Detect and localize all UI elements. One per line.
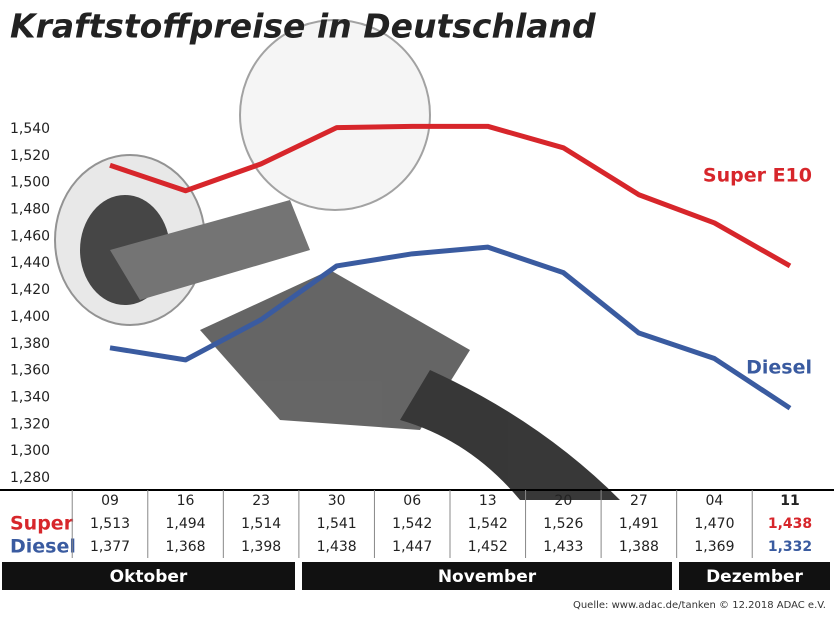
y-tick-label: 1,540 <box>10 121 50 137</box>
x-tick-label: 16 <box>177 493 195 509</box>
table-value: 1,494 <box>166 516 206 532</box>
month-bar <box>2 562 295 590</box>
table-value: 1,332 <box>768 539 812 555</box>
series-label: Super E10 <box>703 164 812 186</box>
x-tick-label: 11 <box>780 493 799 509</box>
y-tick-label: 1,280 <box>10 470 50 486</box>
table-value: 1,526 <box>543 516 583 532</box>
table-value: 1,369 <box>694 539 734 555</box>
x-tick-label: 23 <box>252 493 270 509</box>
table-value: 1,438 <box>317 539 357 555</box>
table-value: 1,377 <box>90 539 130 555</box>
x-tick-label: 27 <box>630 493 648 509</box>
y-tick-label: 1,460 <box>10 228 50 244</box>
y-tick-label: 1,440 <box>10 255 50 271</box>
table-value: 1,368 <box>166 539 206 555</box>
table-value: 1,452 <box>468 539 508 555</box>
x-tick-label: 20 <box>554 493 572 509</box>
row-label: Diesel <box>10 536 76 558</box>
row-label: Super <box>10 513 74 535</box>
y-tick-label: 1,520 <box>10 148 50 164</box>
illustration <box>54 19 620 500</box>
x-tick-label: 09 <box>101 493 119 509</box>
table-value: 1,491 <box>619 516 659 532</box>
x-tick-label: 04 <box>706 493 724 509</box>
y-tick-label: 1,380 <box>10 336 50 352</box>
month-label: Dezember <box>706 567 803 587</box>
table-value: 1,470 <box>694 516 734 532</box>
x-tick-label: 30 <box>328 493 346 509</box>
series-label: Diesel <box>746 357 812 379</box>
chart-title: Kraftstoffpreise in Deutschland <box>10 7 596 46</box>
month-label: November <box>438 567 537 587</box>
x-tick-label: 13 <box>479 493 497 509</box>
month-bar <box>302 562 672 590</box>
y-tick-label: 1,340 <box>10 389 50 405</box>
table-value: 1,447 <box>392 539 432 555</box>
table-value: 1,433 <box>543 539 583 555</box>
table-value: 1,438 <box>768 516 812 532</box>
table-value: 1,388 <box>619 539 659 555</box>
month-bar <box>679 562 830 590</box>
y-tick-label: 1,400 <box>10 309 50 325</box>
table-value: 1,514 <box>241 516 281 532</box>
table-value: 1,541 <box>317 516 357 532</box>
y-tick-label: 1,420 <box>10 282 50 298</box>
series-line <box>109 123 792 269</box>
x-tick-label: 06 <box>403 493 421 509</box>
month-label: Oktober <box>110 567 188 587</box>
table-value: 1,542 <box>392 516 432 532</box>
y-tick-label: 1,320 <box>10 416 50 432</box>
y-tick-label: 1,480 <box>10 202 50 218</box>
y-tick-label: 1,500 <box>10 175 50 191</box>
table-value: 1,513 <box>90 516 130 532</box>
series-line <box>109 244 792 411</box>
y-tick-label: 1,360 <box>10 363 50 379</box>
source: Quelle: www.adac.de/tanken © 12.2018 ADA… <box>573 600 826 611</box>
y-tick-label: 1,300 <box>10 443 50 459</box>
table-value: 1,398 <box>241 539 281 555</box>
table-value: 1,542 <box>468 516 508 532</box>
